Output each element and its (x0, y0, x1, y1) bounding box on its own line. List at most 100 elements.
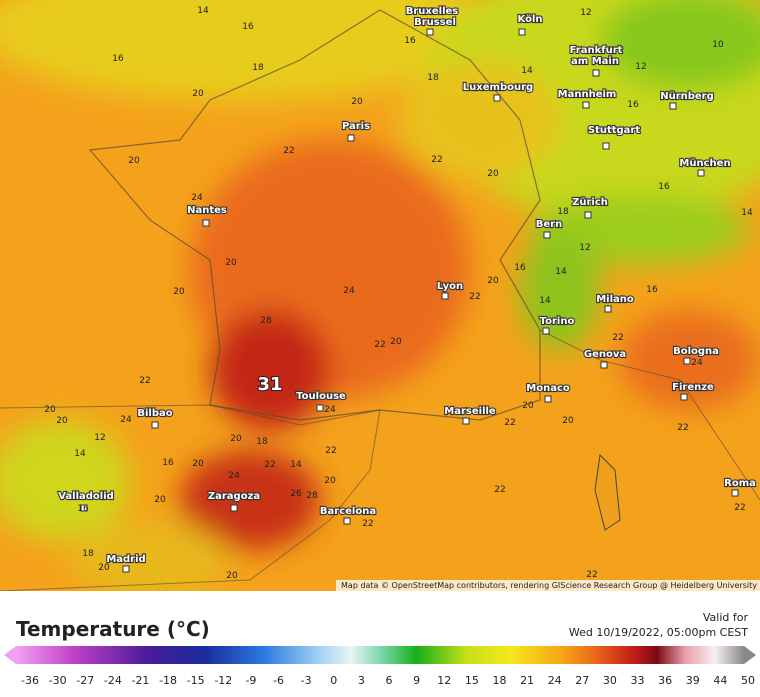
scale-tick-label: 3 (358, 674, 365, 687)
city-marker (316, 404, 324, 412)
city-label: Zürich (572, 197, 608, 208)
scale-tick-label: 30 (603, 674, 617, 687)
city-marker (543, 231, 551, 239)
city-label: Brussel (414, 17, 456, 28)
contour-label: 16 (627, 100, 639, 110)
contour-label: 16 (77, 504, 89, 514)
contour-label: 28 (260, 316, 272, 326)
scale-tick-label: -27 (76, 674, 94, 687)
scale-tick-label: 6 (386, 674, 393, 687)
city-marker (680, 393, 688, 401)
city-label: Nantes (187, 205, 227, 216)
contour-label: 16 (646, 285, 658, 295)
city-label: Bruxelles (406, 6, 459, 17)
contour-label: 20 (56, 416, 68, 426)
contour-label: 12 (579, 243, 590, 253)
contour-label: 20 (226, 571, 238, 581)
contour-label: 12 (580, 8, 591, 18)
legend-title: Temperature (°C) (16, 617, 210, 641)
city-marker (544, 395, 552, 403)
city-marker (426, 28, 434, 36)
contour-label: 14 (521, 66, 533, 76)
scale-tick-label: -36 (21, 674, 39, 687)
contour-label: 20 (192, 459, 204, 469)
scale-tick-label: -18 (159, 674, 177, 687)
scale-tick-label: -12 (214, 674, 232, 687)
contour-label: 24 (191, 193, 203, 203)
contour-label: 20 (487, 169, 499, 179)
city-marker (518, 28, 526, 36)
scale-arrow-right (744, 646, 756, 664)
contour-label: 22 (469, 292, 480, 302)
city-marker (462, 417, 470, 425)
city-label: Genova (584, 349, 626, 360)
city-marker (80, 504, 88, 512)
contour-label: 20 (44, 405, 56, 415)
scale-tick-label: 33 (631, 674, 645, 687)
scale-tick-label: 18 (492, 674, 506, 687)
contour-label: 14 (741, 208, 753, 218)
city-label: Mannheim (558, 89, 617, 100)
contour-label: 20 (128, 156, 140, 166)
city-marker (600, 361, 608, 369)
contour-label: 12 (94, 433, 105, 443)
city-label: Stuttgart (588, 125, 641, 136)
city-label: München (679, 158, 730, 169)
city-label: Marseille (444, 406, 496, 417)
city-marker (584, 211, 592, 219)
city-marker (151, 421, 159, 429)
scale-tick-label: 50 (741, 674, 755, 687)
contour-label: 12 (635, 62, 646, 72)
city-marker (683, 357, 691, 365)
contour-label: 14 (555, 267, 567, 277)
scale-tick-label: 9 (413, 674, 420, 687)
city-label: Firenze (672, 382, 714, 393)
contour-label: 22 (362, 519, 373, 529)
city-marker (604, 305, 612, 313)
contour-label: 22 (504, 418, 515, 428)
contour-label: 16 (162, 458, 174, 468)
contour-label: 20 (351, 97, 363, 107)
city-label: Madrid (106, 554, 145, 565)
contour-label: 28 (306, 491, 318, 501)
scale-tick-label: -24 (104, 674, 122, 687)
city-marker (122, 565, 130, 573)
city-label: Bologna (673, 346, 719, 357)
scale-tick-label: -6 (273, 674, 284, 687)
contour-label: 16 (112, 54, 124, 64)
city-label: Roma (724, 478, 756, 489)
contour-label: 20 (390, 337, 402, 347)
contour-label: 22 (283, 146, 294, 156)
city-label: Toulouse (296, 391, 346, 402)
scale-tick-label: 21 (520, 674, 534, 687)
city-marker (582, 101, 590, 109)
city-marker (592, 69, 600, 77)
city-label: Zaragoza (208, 491, 260, 502)
contour-label: 20 (98, 563, 110, 573)
contour-label: 20 (522, 401, 534, 411)
contour-label: 22 (325, 446, 336, 456)
city-marker (602, 142, 610, 150)
scale-tick-label: 0 (330, 674, 337, 687)
contour-label: 18 (427, 73, 439, 83)
valid-time: Wed 10/19/2022, 05:00pm CEST (569, 626, 748, 639)
city-label: Lyon (437, 281, 463, 292)
contour-label: 22 (612, 333, 623, 343)
contour-label: 16 (404, 36, 416, 46)
city-label: Bern (536, 219, 562, 230)
contour-label: 22 (494, 485, 505, 495)
city-marker (230, 504, 238, 512)
contour-label: 18 (256, 437, 268, 447)
contour-label: 24 (228, 471, 240, 481)
contour-label: 20 (173, 287, 185, 297)
city-label: Nürnberg (660, 91, 714, 102)
city-label: Monaco (526, 383, 570, 394)
city-marker (542, 327, 550, 335)
city-marker (441, 292, 449, 300)
contour-label: 20 (230, 434, 242, 444)
contour-label: 22 (374, 340, 385, 350)
contour-label: 24 (343, 286, 355, 296)
city-label: am Main (571, 56, 619, 67)
scale-tick-label: 12 (437, 674, 451, 687)
